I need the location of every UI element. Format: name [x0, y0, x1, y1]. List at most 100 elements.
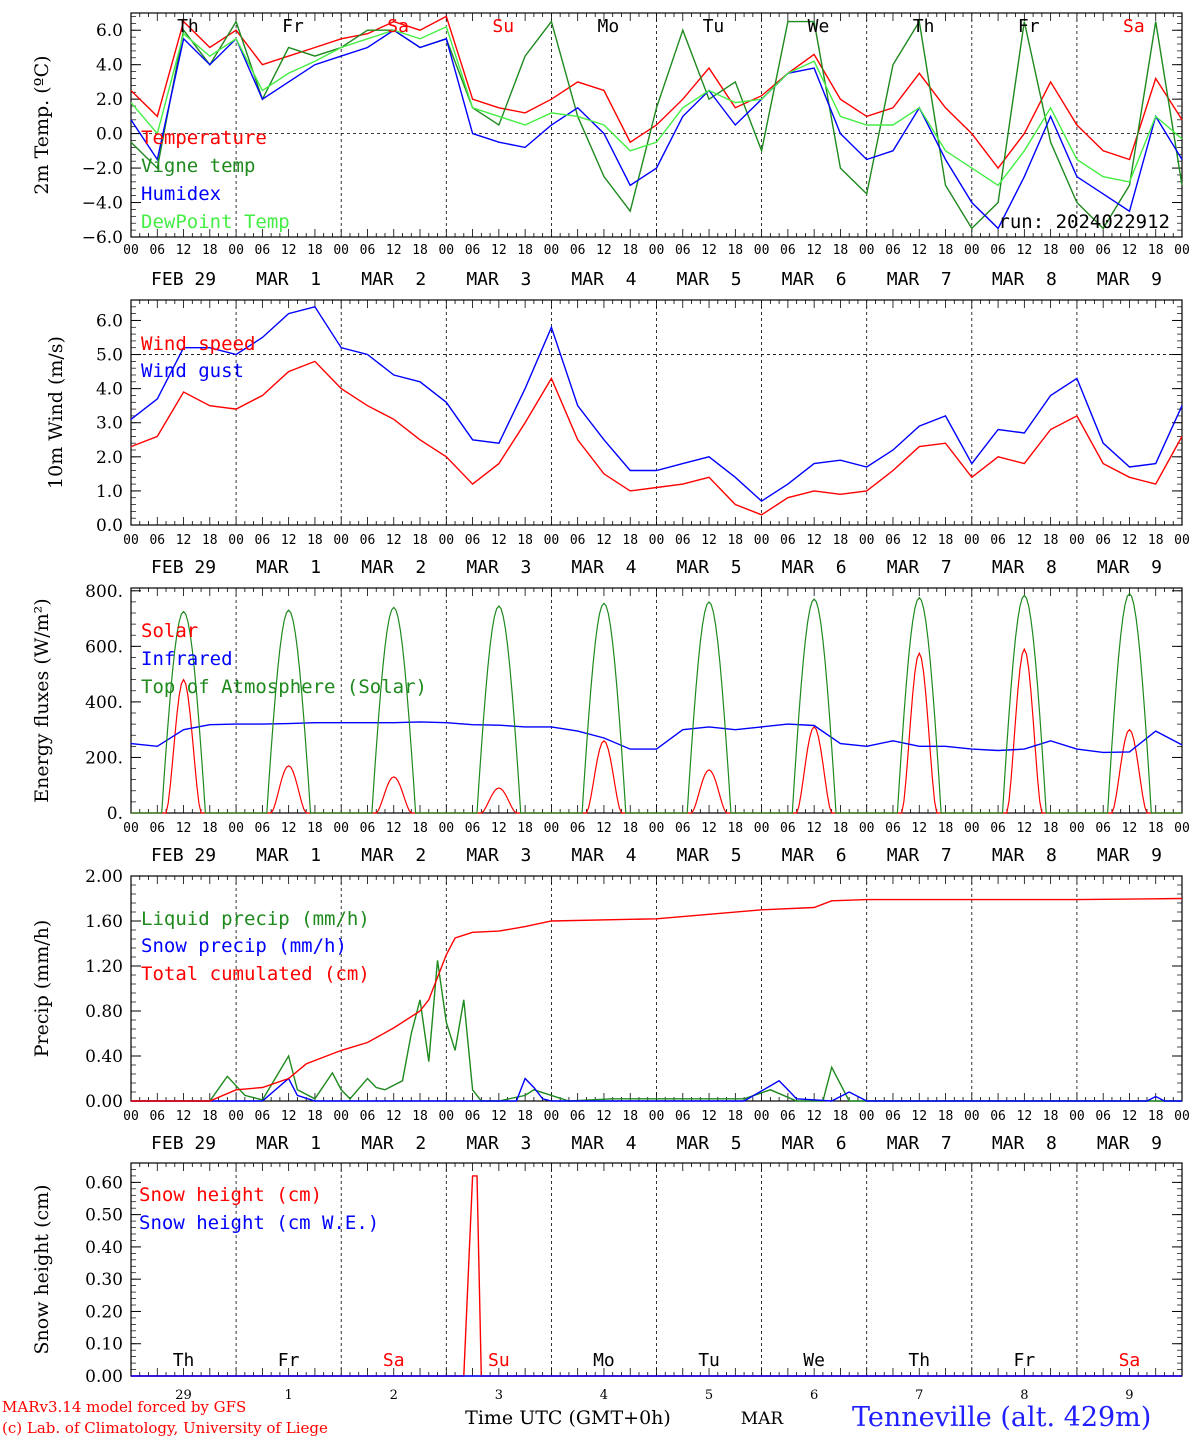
hour-label: 12 — [176, 821, 192, 836]
date-label: MAR 3 — [466, 269, 531, 290]
hour-label: 12 — [1122, 1109, 1138, 1124]
legend-entry: Infrared — [141, 648, 233, 670]
day-number: 5 — [705, 1388, 713, 1403]
panel-temperature: 6.0 4.0 2.0 0.0 −2.0 −4.0 −6.0 2m Temp. (ºC) 00 0… — [31, 12, 1190, 290]
hour-label: 00 — [964, 1109, 980, 1124]
weekday-label: Sa — [1119, 1350, 1141, 1371]
date-label: MAR 5 — [677, 1133, 742, 1154]
legend-entry: Wind speed — [141, 333, 255, 355]
hour-label: 00 — [544, 1109, 560, 1124]
y-tick-label: 0.10 — [85, 1335, 123, 1355]
date-label: MAR 1 — [256, 557, 321, 578]
hour-label: 12 — [176, 1109, 192, 1124]
x-axis-title: Time UTC (GMT+0h) — [465, 1407, 671, 1429]
hour-label: 12 — [806, 243, 822, 258]
hour-label: 06 — [255, 821, 271, 836]
y-tick-label: 200. — [85, 748, 123, 768]
date-label: FEB 29 — [151, 845, 216, 866]
panel-wind: 6.0 5.0 4.0 3.0 2.0 1.0 0.0 10m Wind (m/s) 00 06 1… — [45, 299, 1190, 578]
date-label: MAR 7 — [887, 845, 952, 866]
hour-label: 12 — [176, 243, 192, 258]
station-title: Tenneville (alt. 429m) — [852, 1402, 1152, 1433]
weekday-label: Fr — [1014, 1350, 1036, 1371]
hour-label: 12 — [491, 243, 507, 258]
hour-label: 12 — [806, 1109, 822, 1124]
hour-label: 00 — [333, 1109, 349, 1124]
hour-label: 00 — [754, 1109, 770, 1124]
hour-label: 06 — [570, 821, 586, 836]
y-tick-label: 0.0 — [96, 125, 123, 145]
y-tick-label: −6.0 — [82, 228, 123, 248]
date-label: MAR 4 — [571, 845, 636, 866]
hour-label: 06 — [570, 243, 586, 258]
y-tick-label: 600. — [85, 637, 123, 657]
date-label: MAR 2 — [361, 845, 426, 866]
hour-label: 00 — [1069, 533, 1085, 548]
hour-label: 00 — [859, 1109, 875, 1124]
run-label: run: 2024022912 — [998, 211, 1170, 233]
hour-label: 12 — [806, 533, 822, 548]
legend-entry: Humidex — [141, 183, 221, 205]
hour-label: 18 — [622, 1109, 638, 1124]
hour-label: 00 — [649, 533, 665, 548]
hour-label: 18 — [517, 821, 533, 836]
hour-label: 18 — [833, 1109, 849, 1124]
hour-label: 12 — [386, 821, 402, 836]
hour-label: 06 — [149, 533, 165, 548]
series-snow-precip-mm-h- — [131, 1077, 1182, 1102]
hour-label: 00 — [544, 533, 560, 548]
legend-entry: Snow height (cm) — [139, 1184, 322, 1206]
hour-label: 12 — [491, 821, 507, 836]
hour-label: 00 — [1174, 243, 1190, 258]
legend-entry: DewPoint Temp — [141, 211, 290, 233]
hour-label: 06 — [255, 1109, 271, 1124]
date-label: MAR 8 — [992, 1133, 1057, 1154]
y-tick-label: 4.0 — [96, 56, 123, 76]
date-label: MAR 8 — [992, 269, 1057, 290]
date-label: MAR 4 — [571, 1133, 636, 1154]
hour-label: 00 — [228, 821, 244, 836]
day-number: 29 — [175, 1388, 192, 1403]
hour-label: 12 — [1017, 243, 1033, 258]
hour-label: 00 — [859, 243, 875, 258]
hour-label: 18 — [202, 533, 218, 548]
hour-label: 00 — [228, 1109, 244, 1124]
hour-label: 06 — [885, 243, 901, 258]
hour-label: 18 — [833, 533, 849, 548]
model-credit: MARv3.14 model forced by GFS — [2, 1398, 247, 1416]
hour-label: 06 — [780, 1109, 796, 1124]
hour-label: 12 — [596, 1109, 612, 1124]
hour-label: 00 — [438, 821, 454, 836]
y-tick-label: 0.80 — [85, 1002, 123, 1022]
hour-label: 12 — [596, 821, 612, 836]
hour-label: 18 — [622, 243, 638, 258]
weekday-label: Fr — [278, 1350, 300, 1371]
hour-label: 18 — [727, 243, 743, 258]
date-label: MAR 5 — [677, 269, 742, 290]
hour-label: 18 — [727, 1109, 743, 1124]
hour-label: 06 — [255, 533, 271, 548]
date-label: FEB 29 — [151, 557, 216, 578]
hour-label: 00 — [544, 243, 560, 258]
y-tick-label: 0.40 — [85, 1238, 123, 1258]
y-axis-title: Precip (mm/h) — [31, 920, 53, 1058]
hour-label: 00 — [649, 1109, 665, 1124]
date-label: MAR 5 — [677, 557, 742, 578]
weekday-label: Fr — [282, 16, 304, 37]
hour-label: 00 — [1174, 821, 1190, 836]
series-temperature — [130, 15, 1183, 170]
y-tick-label: 0.00 — [85, 1367, 123, 1387]
hour-label: 12 — [596, 243, 612, 258]
weekday-label: Sa — [387, 16, 409, 37]
day-number: 9 — [1125, 1388, 1133, 1403]
hour-label: 00 — [123, 1109, 139, 1124]
hour-label: 00 — [228, 533, 244, 548]
hour-label: 00 — [859, 821, 875, 836]
hour-label: 12 — [1017, 533, 1033, 548]
panel-precip: 2.00 1.60 1.20 0.80 0.40 0.00 Precip (mm/h) 00 0… — [31, 867, 1190, 1154]
hour-label: 12 — [386, 533, 402, 548]
month-label: MAR — [741, 1409, 785, 1429]
date-label: MAR 8 — [992, 845, 1057, 866]
series-wind-speed — [130, 360, 1183, 516]
weekday-label: Fr — [1018, 16, 1040, 37]
